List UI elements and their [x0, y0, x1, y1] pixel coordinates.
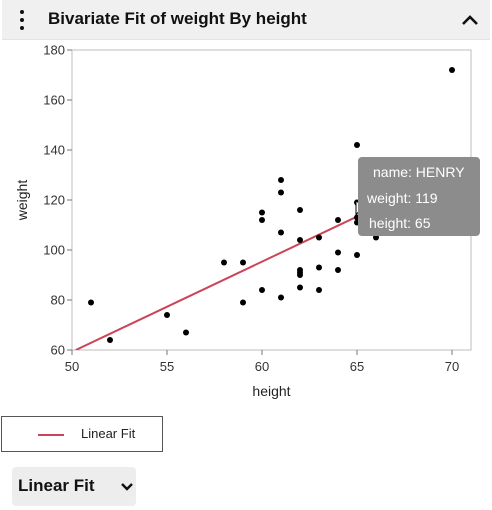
kebab-dot: [20, 18, 24, 22]
data-point[interactable]: [373, 234, 379, 241]
data-point[interactable]: [278, 177, 284, 183]
tooltip-weight: weight: 119: [367, 190, 438, 206]
chevron-down-icon: [121, 483, 133, 491]
data-point[interactable]: [278, 294, 284, 301]
linear-fit-menu-button[interactable]: Linear Fit: [12, 467, 136, 506]
data-point[interactable]: [354, 252, 360, 258]
data-point[interactable]: [316, 264, 322, 271]
y-tick-label: 140: [43, 143, 65, 158]
linear-fit-menu-label: Linear Fit: [18, 476, 95, 495]
kebab-dot: [20, 10, 24, 14]
data-point[interactable]: [297, 272, 303, 278]
data-point[interactable]: [88, 299, 94, 306]
data-point[interactable]: [278, 189, 284, 196]
data-point[interactable]: [297, 237, 303, 243]
data-point[interactable]: [240, 259, 246, 266]
data-point[interactable]: [335, 217, 341, 223]
x-tick-label: 70: [445, 359, 459, 374]
data-point[interactable]: [316, 234, 322, 241]
chevron-up-icon[interactable]: [460, 10, 480, 30]
data-point[interactable]: [240, 299, 246, 306]
data-point[interactable]: [297, 284, 303, 291]
kebab-dot: [20, 26, 24, 30]
data-point[interactable]: [259, 287, 265, 293]
data-point[interactable]: [164, 312, 170, 318]
kebab-menu-icon[interactable]: [16, 10, 28, 30]
data-point[interactable]: [278, 229, 284, 236]
y-tick-label: 160: [43, 93, 65, 108]
data-point[interactable]: [259, 209, 265, 216]
y-tick-label: 100: [43, 243, 65, 258]
legend-swatch: [38, 434, 64, 436]
tooltip-height: height: 65: [369, 215, 431, 231]
data-point[interactable]: [107, 337, 113, 343]
panel-header: Bivariate Fit of weight By height: [2, 0, 490, 40]
data-point-tooltip: name: HENRY weight: 119 height: 65: [358, 157, 480, 236]
y-tick-label: 120: [43, 193, 65, 208]
y-tick-label: 180: [43, 43, 65, 58]
x-tick-label: 55: [160, 359, 174, 374]
data-point[interactable]: [316, 287, 322, 293]
x-tick-label: 60: [255, 359, 269, 374]
tooltip-name: name: HENRY: [373, 164, 465, 180]
data-point[interactable]: [354, 142, 360, 148]
data-point[interactable]: [221, 259, 227, 266]
data-point[interactable]: [335, 267, 341, 273]
data-point[interactable]: [183, 329, 189, 336]
panel-title: Bivariate Fit of weight By height: [48, 9, 307, 28]
scatter-plot: 60 80 100 120 140 160 180 50 55 60 65 70 height weigh…: [0, 40, 492, 410]
x-tick-label: 50: [65, 359, 79, 374]
data-point[interactable]: [335, 249, 341, 256]
y-axis-label: weight: [14, 180, 30, 222]
data-point[interactable]: [297, 207, 303, 213]
legend: Linear Fit: [1, 416, 163, 452]
y-tick-label: 60: [51, 343, 65, 358]
y-tick-label: 80: [51, 293, 65, 308]
x-tick-label: 65: [350, 359, 364, 374]
legend-label: Linear Fit: [81, 426, 136, 441]
x-axis-label: height: [252, 383, 290, 399]
data-point[interactable]: [449, 67, 455, 73]
data-point[interactable]: [259, 217, 265, 223]
